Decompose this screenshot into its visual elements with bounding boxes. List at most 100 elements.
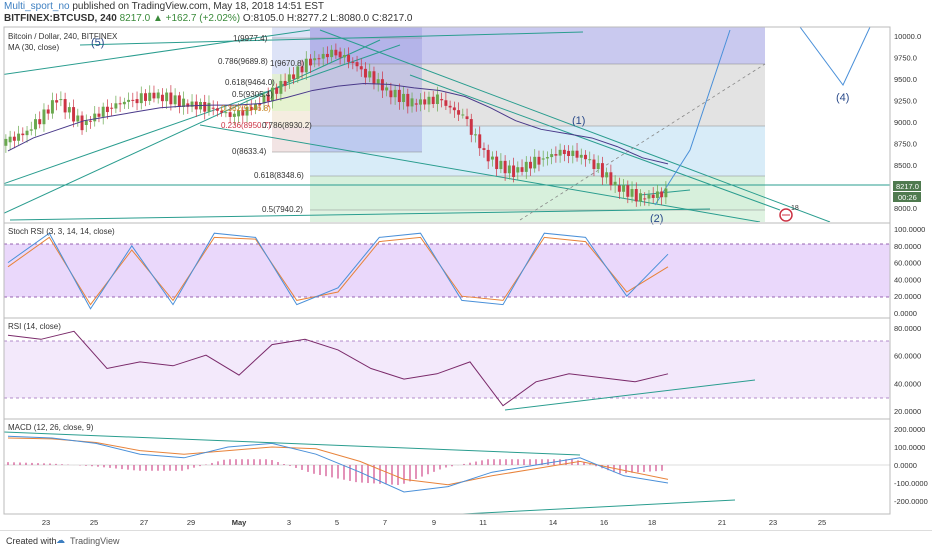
time-tick-label: 11 bbox=[479, 518, 487, 527]
candle-body bbox=[34, 119, 37, 130]
candle-body bbox=[97, 113, 101, 117]
main-legend: Bitcoin / Dollar, 240, BITFINEX bbox=[8, 32, 118, 41]
candle-body bbox=[490, 156, 494, 160]
created-with: Created with bbox=[6, 536, 57, 546]
time-tick-label: 25 bbox=[90, 518, 98, 527]
candle-body bbox=[296, 66, 300, 79]
candle-body bbox=[575, 150, 579, 158]
candle-body bbox=[139, 93, 143, 104]
axis-tick-label: 8750.0 bbox=[894, 140, 917, 149]
candle-body bbox=[380, 79, 384, 91]
candle-body bbox=[448, 105, 452, 108]
rsi-axis: 80.0000 60.0000 40.0000 20.0000 bbox=[894, 324, 921, 416]
chart-canvas[interactable]: 18 1(9977.4) 0.786(9689.8) 0.618(9464.0)… bbox=[0, 0, 932, 530]
fib-label-10: 0.5(7940.2) bbox=[262, 205, 303, 214]
candle-body bbox=[224, 112, 228, 114]
candle-body bbox=[266, 94, 270, 102]
axis-tick-label: 60.0000 bbox=[894, 259, 921, 268]
candle-body bbox=[4, 138, 8, 146]
author-link[interactable]: Multi_sport_no bbox=[4, 1, 70, 12]
fib-label-2: 0.618(9464.0) bbox=[225, 78, 275, 87]
candle-body bbox=[431, 96, 435, 105]
candle-body bbox=[351, 61, 355, 63]
candle-body bbox=[584, 154, 587, 160]
candle-body bbox=[512, 165, 516, 178]
candle-body bbox=[355, 62, 359, 67]
candle-body bbox=[423, 99, 427, 105]
candle-body bbox=[215, 108, 219, 111]
rsi-band bbox=[4, 341, 890, 398]
time-tick-label: 21 bbox=[718, 518, 726, 527]
candle-body bbox=[427, 96, 431, 105]
candle-body bbox=[554, 154, 558, 156]
axis-tick-label: 10000.0 bbox=[894, 32, 921, 41]
candle-body bbox=[647, 194, 651, 199]
candle-body bbox=[389, 90, 393, 98]
fib-label-8: 0.786(8930.2) bbox=[262, 121, 312, 130]
candle-body bbox=[655, 191, 659, 198]
time-tick-label: 7 bbox=[383, 518, 387, 527]
candle-body bbox=[287, 74, 291, 82]
wave-label-2: (2) bbox=[650, 213, 663, 225]
axis-tick-label: 200.0000 bbox=[894, 425, 925, 434]
price-change: 8217.0 ▲ +162.7 (+2.02%) bbox=[119, 13, 241, 24]
axis-tick-label: 80.0000 bbox=[894, 242, 921, 251]
axis-tick-label: 9250.0 bbox=[894, 97, 917, 106]
candle-body bbox=[105, 106, 109, 113]
candle-body bbox=[258, 103, 262, 105]
candle-body bbox=[72, 107, 76, 122]
candle-body bbox=[579, 154, 583, 158]
candle-body bbox=[152, 92, 156, 99]
axis-tick-label: -100.0000 bbox=[894, 479, 928, 488]
candle-body bbox=[122, 101, 126, 105]
projection-up bbox=[654, 29, 731, 206]
candle-body bbox=[46, 109, 50, 114]
candle-body bbox=[435, 94, 439, 105]
candle-body bbox=[660, 191, 664, 198]
macd-histogram bbox=[7, 459, 663, 486]
stoch-k-line bbox=[7, 232, 669, 310]
candle-body bbox=[42, 109, 46, 125]
axis-tick-label: 100.0000 bbox=[894, 225, 925, 234]
stoch-legend: Stoch RSI (3, 3, 14, 14, close) bbox=[8, 227, 115, 236]
time-tick-label: 14 bbox=[549, 518, 557, 527]
main-pane: 18 bbox=[4, 27, 890, 222]
tradingview-logo-icon: ☁ bbox=[56, 535, 65, 545]
candle-body bbox=[118, 103, 122, 105]
candle-body bbox=[114, 103, 118, 109]
candle-body bbox=[596, 163, 600, 170]
wave-label-4: (4) bbox=[836, 92, 849, 104]
time-tick-label: May bbox=[232, 518, 247, 527]
candle-body bbox=[8, 136, 12, 143]
tradingview-brand[interactable]: TradingView bbox=[70, 536, 120, 546]
time-tick-label: 5 bbox=[335, 518, 339, 527]
candle-body bbox=[469, 119, 473, 135]
candle-body bbox=[254, 103, 257, 111]
candle-body bbox=[76, 115, 80, 122]
time-axis: 23 25 27 29 May 3 5 7 9 11 14 16 18 21 23 25 bbox=[42, 518, 826, 527]
time-tick-label: 23 bbox=[42, 518, 50, 527]
candle-body bbox=[63, 99, 67, 113]
macd-signal-line bbox=[7, 437, 669, 486]
axis-tick-label: -200.0000 bbox=[894, 497, 928, 506]
candle-body bbox=[571, 150, 575, 156]
candle-body bbox=[592, 159, 596, 170]
axis-tick-label: 20.0000 bbox=[894, 407, 921, 416]
candle-body bbox=[622, 185, 626, 192]
axis-tick-label: 8000.0 bbox=[894, 204, 917, 213]
publish-line: Multi_sport_no published on TradingView.… bbox=[4, 1, 324, 12]
axis-tick-label: 9000.0 bbox=[894, 118, 917, 127]
candle-body bbox=[406, 93, 410, 107]
rsi-pane bbox=[4, 330, 890, 411]
candle-body bbox=[410, 98, 414, 107]
candle-body bbox=[101, 106, 105, 117]
candle-body bbox=[634, 189, 638, 202]
candle-body bbox=[334, 49, 338, 56]
candle-body bbox=[524, 161, 528, 172]
candle-body bbox=[651, 194, 655, 198]
macd-trend-upper bbox=[4, 431, 581, 456]
last-price: 8217.0 bbox=[896, 182, 919, 191]
candle-body bbox=[165, 92, 169, 102]
last-price-box bbox=[893, 181, 921, 191]
